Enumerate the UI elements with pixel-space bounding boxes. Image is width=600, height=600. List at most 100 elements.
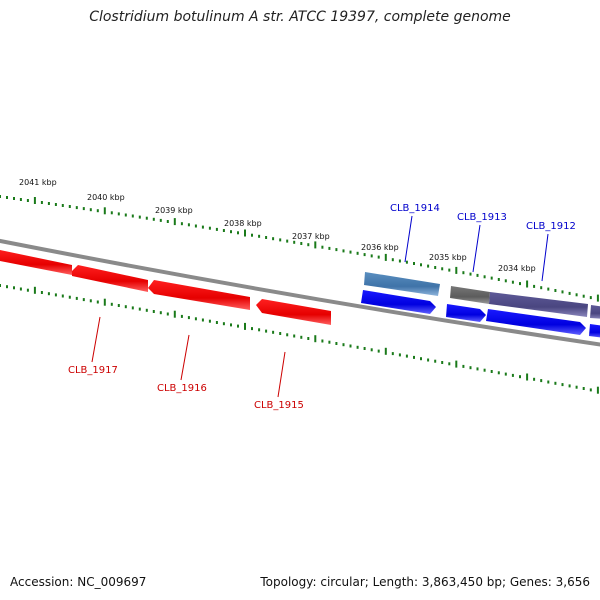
ruler-tick-minor (124, 213, 127, 217)
ruler-tick-minor (251, 233, 253, 237)
ruler-tick-major (33, 286, 36, 294)
ruler-tick-minor (194, 224, 197, 228)
ruler-tick-minor (377, 255, 380, 259)
forward-genes (361, 272, 600, 338)
ruler-tick-minor (398, 259, 401, 263)
gene-arrow-clb-1914-upper[interactable] (364, 272, 440, 296)
gene-label-clb-1917[interactable]: CLB_1917 (68, 365, 118, 376)
ruler-label: 2040 kbp (87, 193, 125, 202)
ruler-tick-minor (589, 388, 592, 392)
ruler-tick-major (103, 298, 106, 306)
ruler-tick-minor (152, 217, 155, 221)
ruler-tick-minor (145, 308, 148, 312)
gene-arrow-clb-1918[interactable] (0, 249, 72, 275)
ruler-tick-minor (222, 229, 225, 232)
gene-arrow-clb-1911[interactable] (589, 324, 600, 338)
gene-arrow-clb-1912[interactable] (486, 309, 586, 335)
ruler-tick-minor (582, 387, 585, 390)
ruler-tick-minor (490, 370, 493, 373)
ruler-tick-major (596, 294, 599, 302)
ruler-tick-minor (215, 227, 218, 231)
gene-arrow-clb-1912-slate[interactable] (489, 292, 588, 317)
ruler-tick-minor (286, 239, 289, 243)
ruler-tick-major (314, 335, 317, 343)
ruler-tick-minor (540, 286, 543, 290)
ruler-tick-minor (483, 275, 486, 279)
ruler-tick-minor (561, 383, 564, 387)
ruler-tick-minor (300, 335, 303, 339)
ruler-tick-minor (511, 280, 514, 284)
ruler-tick-minor (131, 214, 134, 218)
ruler-tick-minor (405, 354, 408, 358)
ruler-tick-minor (166, 312, 169, 316)
ruler-tick-minor (61, 294, 64, 298)
ruler-tick-minor (363, 347, 366, 350)
gene-label-clb-1912[interactable]: CLB_1912 (526, 221, 576, 232)
ruler-tick-minor (476, 367, 479, 371)
ruler-tick-minor (370, 254, 373, 258)
ruler-tick-minor (117, 304, 120, 307)
ruler-tick-minor (554, 289, 557, 292)
reverse-genes (0, 249, 331, 325)
ruler-tick-minor (363, 253, 366, 257)
ruler-tick-minor (201, 318, 204, 322)
gene-arrow-clb-1916[interactable] (148, 280, 250, 310)
ruler-tick-minor (328, 246, 331, 250)
ruler-tick-minor (19, 198, 22, 201)
ruler-tick-minor (68, 205, 71, 208)
ruler-tick-minor (448, 268, 451, 272)
ruler-tick-minor (434, 266, 437, 269)
ruler-tick-minor (370, 348, 373, 352)
ruler-tick-major (33, 197, 36, 204)
ruler-tick-minor (547, 380, 550, 384)
ruler-tick-minor (279, 238, 282, 242)
ruler-tick-minor (272, 330, 275, 334)
ruler-tick-minor (533, 377, 536, 381)
ruler-tick-minor (138, 307, 141, 311)
ruler-tick-minor (589, 296, 592, 300)
ruler-tick-minor (194, 317, 197, 321)
gene-arrow-clb-1913[interactable] (446, 304, 486, 322)
leader-line-clb-1913 (472, 224, 481, 273)
ruler-tick-minor (13, 286, 15, 290)
gene-arrow-clb-1914[interactable] (361, 290, 436, 314)
ruler-tick-minor (180, 222, 183, 226)
gene-label-clb-1913[interactable]: CLB_1913 (457, 212, 507, 223)
gene-arrow-clb-1915[interactable] (256, 299, 331, 325)
ruler-tick-minor (568, 291, 571, 295)
ruler-tick-minor (208, 319, 211, 323)
ruler-tick-minor (272, 237, 275, 241)
ruler-tick-minor (89, 299, 92, 303)
ruler-tick-minor (568, 384, 571, 388)
ruler-tick-major (526, 280, 529, 288)
gene-label-clb-1914[interactable]: CLB_1914 (390, 203, 440, 214)
ruler-tick-minor (328, 340, 331, 344)
ruler-tick-minor (75, 206, 78, 210)
ruler-tick-minor (166, 220, 169, 223)
gene-label-clb-1915[interactable]: CLB_1915 (254, 400, 304, 411)
ruler-tick-major (244, 229, 246, 237)
ruler-tick-minor (138, 215, 141, 219)
ruler-tick-minor (293, 334, 296, 338)
ruler-tick-minor (321, 339, 324, 343)
gene-arrow-clb-1913-gray[interactable] (450, 286, 490, 304)
ruler-tick-minor (230, 323, 232, 327)
ruler-tick-minor (131, 306, 134, 310)
ruler-tick-major (173, 310, 176, 318)
ruler-tick-minor (349, 344, 352, 348)
ruler-tick-minor (82, 207, 85, 211)
ruler-tick-minor (356, 345, 359, 349)
gene-arrow-clb-1917[interactable] (72, 265, 148, 292)
gene-label-clb-1916[interactable]: CLB_1916 (157, 383, 207, 394)
ruler-tick-minor (462, 364, 465, 368)
outer-ruler (0, 195, 599, 302)
ruler-tick-minor (497, 278, 500, 281)
gene-arrow-clb-1911-slate[interactable] (590, 305, 600, 319)
ruler-tick-minor (117, 212, 120, 216)
ruler-tick-major (103, 207, 106, 215)
ruler-label: 2034 kbp (498, 264, 536, 273)
ruler-tick-minor (40, 291, 43, 294)
ruler-tick-minor (26, 288, 29, 292)
ruler-tick-minor (159, 218, 162, 222)
